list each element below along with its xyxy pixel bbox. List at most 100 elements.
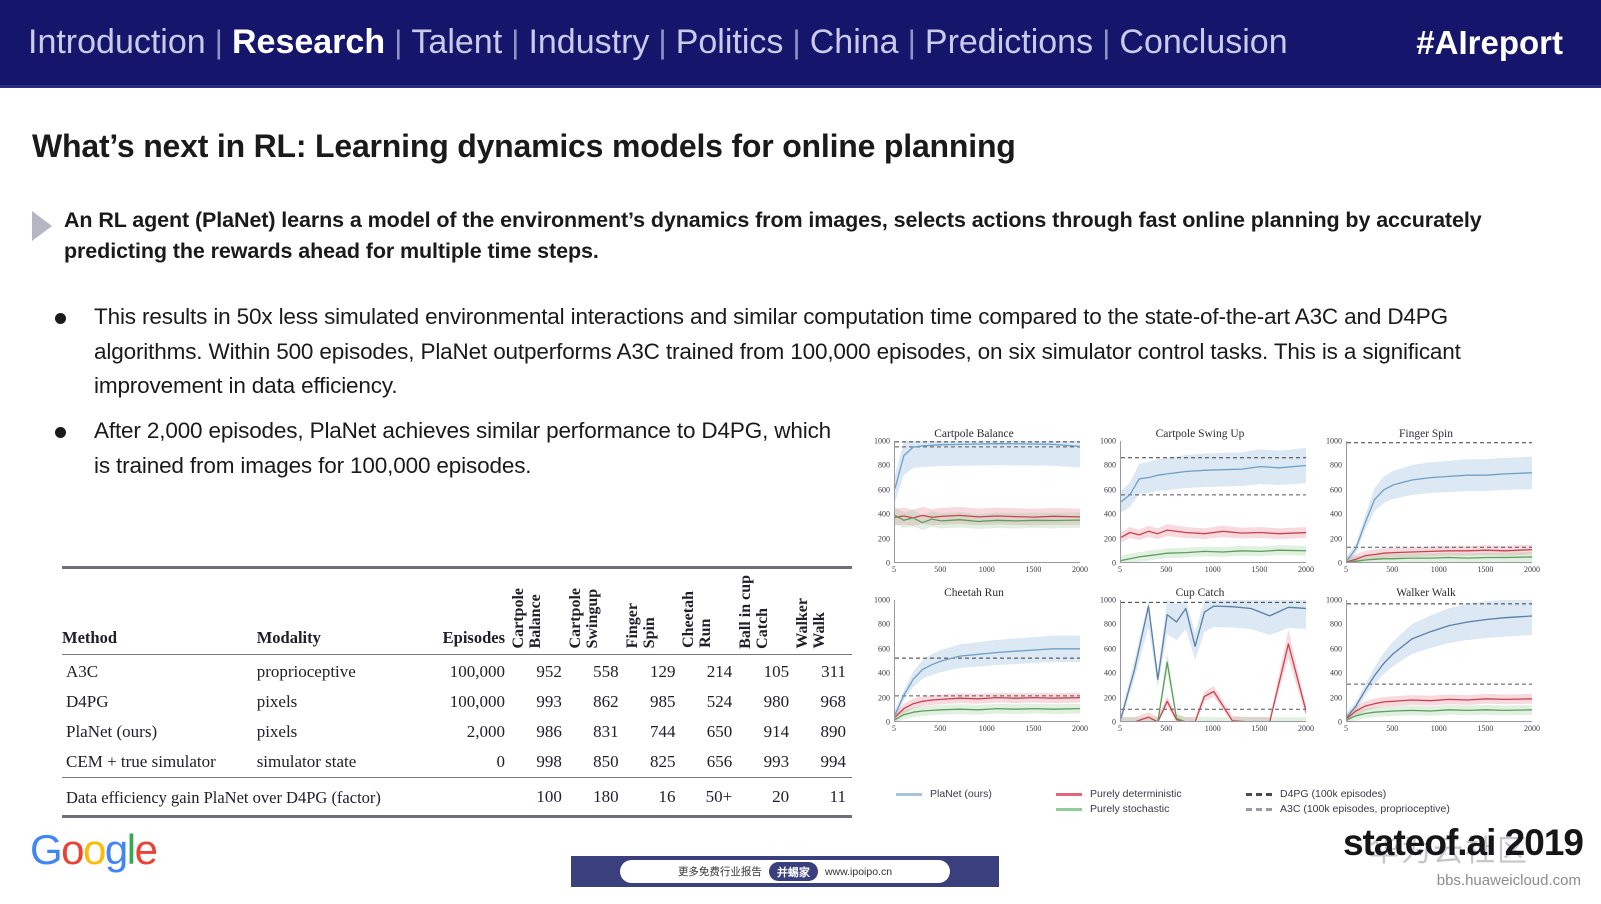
y-tick-label: 1000 [1100,436,1116,446]
rot-line: Walker [794,597,812,649]
x-tick-label: 2000 [1072,724,1088,733]
y-tick-label: 600 [1330,644,1342,654]
banner-pill: 更多免费行业报告 并蜴家 www.ipoipo.cn [620,860,950,883]
nav-item-china[interactable]: China [809,23,899,61]
cell-method: A3C [66,661,99,681]
x-axis-tick-labels: 5 500 1000 1500 2000 [1344,724,1540,738]
col-header-cartpole-balance: Cartpole Balance [510,571,568,655]
x-tick-label: 5 [892,565,896,574]
y-tick-label: 800 [878,460,890,470]
y-tick-label: 200 [1104,534,1116,544]
y-tick-label: 400 [1104,668,1116,678]
cell-value: 980 [763,691,790,711]
x-tick-label: 1500 [1251,565,1268,574]
legend-item-a3c: A3C (100k episodes, proprioceptive) [1246,803,1506,815]
chart-axes [1120,600,1306,722]
rot-line: Ball in cup [737,574,755,649]
y-tick-label: 600 [1330,485,1342,495]
cell-value: 998 [536,751,562,771]
cell-gain-label: Data efficiency gain PlaNet over D4PG (f… [66,788,381,808]
rot-line: Walk [810,611,828,649]
col-header-cheetah-run: Cheetah Run [680,571,738,655]
y-tick-label: 1000 [1326,436,1342,446]
legend-item-blank [896,803,1056,815]
x-tick-label: 1000 [1204,565,1221,574]
cell-gain-value: 100 [536,787,562,807]
nav-item-introduction[interactable]: Introduction [28,23,206,61]
banner-badge: 并蜴家 [768,862,818,881]
nav-separator: | [792,24,801,60]
col-header-walker-walk: Walker Walk [794,571,852,655]
cell-value: 914 [763,721,790,741]
rot-line: Balance [526,594,544,649]
x-tick-label: 5 [1118,724,1122,733]
logo-letter: G [30,826,63,873]
rot-line: Run [697,618,715,649]
table-rule-mid-2 [62,776,852,780]
chart-panel-finger-spin: Finger Spin 0 200 400 600 800 1000 5 500 1000 1500… [1320,428,1540,581]
cell-value: 311 [821,661,846,681]
lead-paragraph: An RL agent (PlaNet) learns a model of t… [64,208,1482,263]
results-table-wrapper: Method Modality Episodes Cartpole Balance… [62,566,852,820]
chart-panel-cheetah-run: Cheetah Run 0 200 400 600 800 1000 5 500 1000 1500… [868,587,1088,740]
nav-separator: | [658,24,667,60]
cell-value: 825 [649,751,676,771]
y-axis-tick-labels: 0 200 400 600 800 1000 [1094,596,1118,727]
cell-value: 862 [593,691,619,711]
y-tick-label: 400 [1330,509,1342,519]
x-axis-tick-labels: 5 500 1000 1500 2000 [1118,565,1314,579]
x-tick-label: 2000 [1298,565,1314,574]
nav-item-research[interactable]: Research [231,23,386,61]
chart-title: Cartpole Swing Up [1155,428,1245,440]
col-header-cartpole-swingup: Cartpole Swingup [567,571,625,655]
bullet-list: This results in 50x less simulated envir… [55,300,1475,493]
logo-letter: o [61,826,84,873]
cell-value: 105 [763,661,790,681]
x-tick-label: 5 [1344,724,1348,733]
cell-gain-value: 16 [658,787,676,807]
nav-item-predictions[interactable]: Predictions [924,23,1094,61]
cell-value: 650 [706,721,733,741]
nav-separator: | [394,24,403,60]
y-tick-label: 200 [1104,693,1116,703]
col-header-finger-spin: Finger Spin [623,571,682,655]
y-tick-label: 200 [878,693,890,703]
cell-modality: pixels [256,721,298,741]
col-header-method: Method [62,628,117,648]
cell-gain-value: 20 [772,787,790,807]
rot-line: Cartpole [510,587,528,649]
chart-panel-cartpole-balance: Cartpole Balance 0 200 400 600 800 1000 5 500 100… [868,428,1088,581]
y-tick-label: 0 [1338,717,1342,727]
rot-line: Finger [623,602,641,649]
legend-label: PlaNet (ours) [930,788,992,800]
nav-item-conclusion[interactable]: Conclusion [1119,23,1288,61]
nav-item-industry[interactable]: Industry [528,23,650,61]
chart-grid: Cartpole Balance 0 200 400 600 800 1000 5 500 100… [868,428,1540,740]
y-axis-tick-labels: 0 200 400 600 800 1000 [868,437,892,568]
y-tick-label: 600 [878,485,890,495]
chart-legend: PlaNet (ours) Purely deterministic D4PG … [868,788,1536,818]
cell-value: 129 [649,661,676,681]
legend-label: D4PG (100k episodes) [1280,788,1387,800]
col-header-ball-in-cup-catch: Ball in cup Catch [737,571,795,655]
y-tick-label: 200 [878,534,890,544]
nav-item-politics[interactable]: Politics [675,23,784,61]
bullet-dot-icon [55,313,66,324]
cell-gain-value: 50+ [705,787,733,807]
cell-value: 952 [536,661,562,681]
lead-paragraph-block: An RL agent (PlaNet) learns a model of t… [32,205,1532,266]
y-tick-label: 800 [1330,619,1342,629]
legend-row-1: PlaNet (ours) Purely deterministic D4PG … [868,788,1536,800]
nav-item-talent[interactable]: Talent [411,23,503,61]
cell-episodes: 100,000 [449,691,506,711]
legend-item-deterministic: Purely deterministic [1056,788,1246,800]
chart-title: Cartpole Balance [934,428,1014,440]
x-tick-label: 2000 [1524,724,1540,733]
legend-swatch-planet-icon [896,792,922,796]
x-tick-label: 500 [934,724,947,733]
chart-panel-cup-catch: Cup Catch 0 200 400 600 800 1000 5 500 1000 1500 20… [1094,587,1314,740]
y-tick-label: 800 [1330,460,1342,470]
legend-swatch-stochastic-icon [1056,807,1082,811]
table-row: D4PG pixels 100,000 993 862 985 524 980 … [62,687,852,717]
